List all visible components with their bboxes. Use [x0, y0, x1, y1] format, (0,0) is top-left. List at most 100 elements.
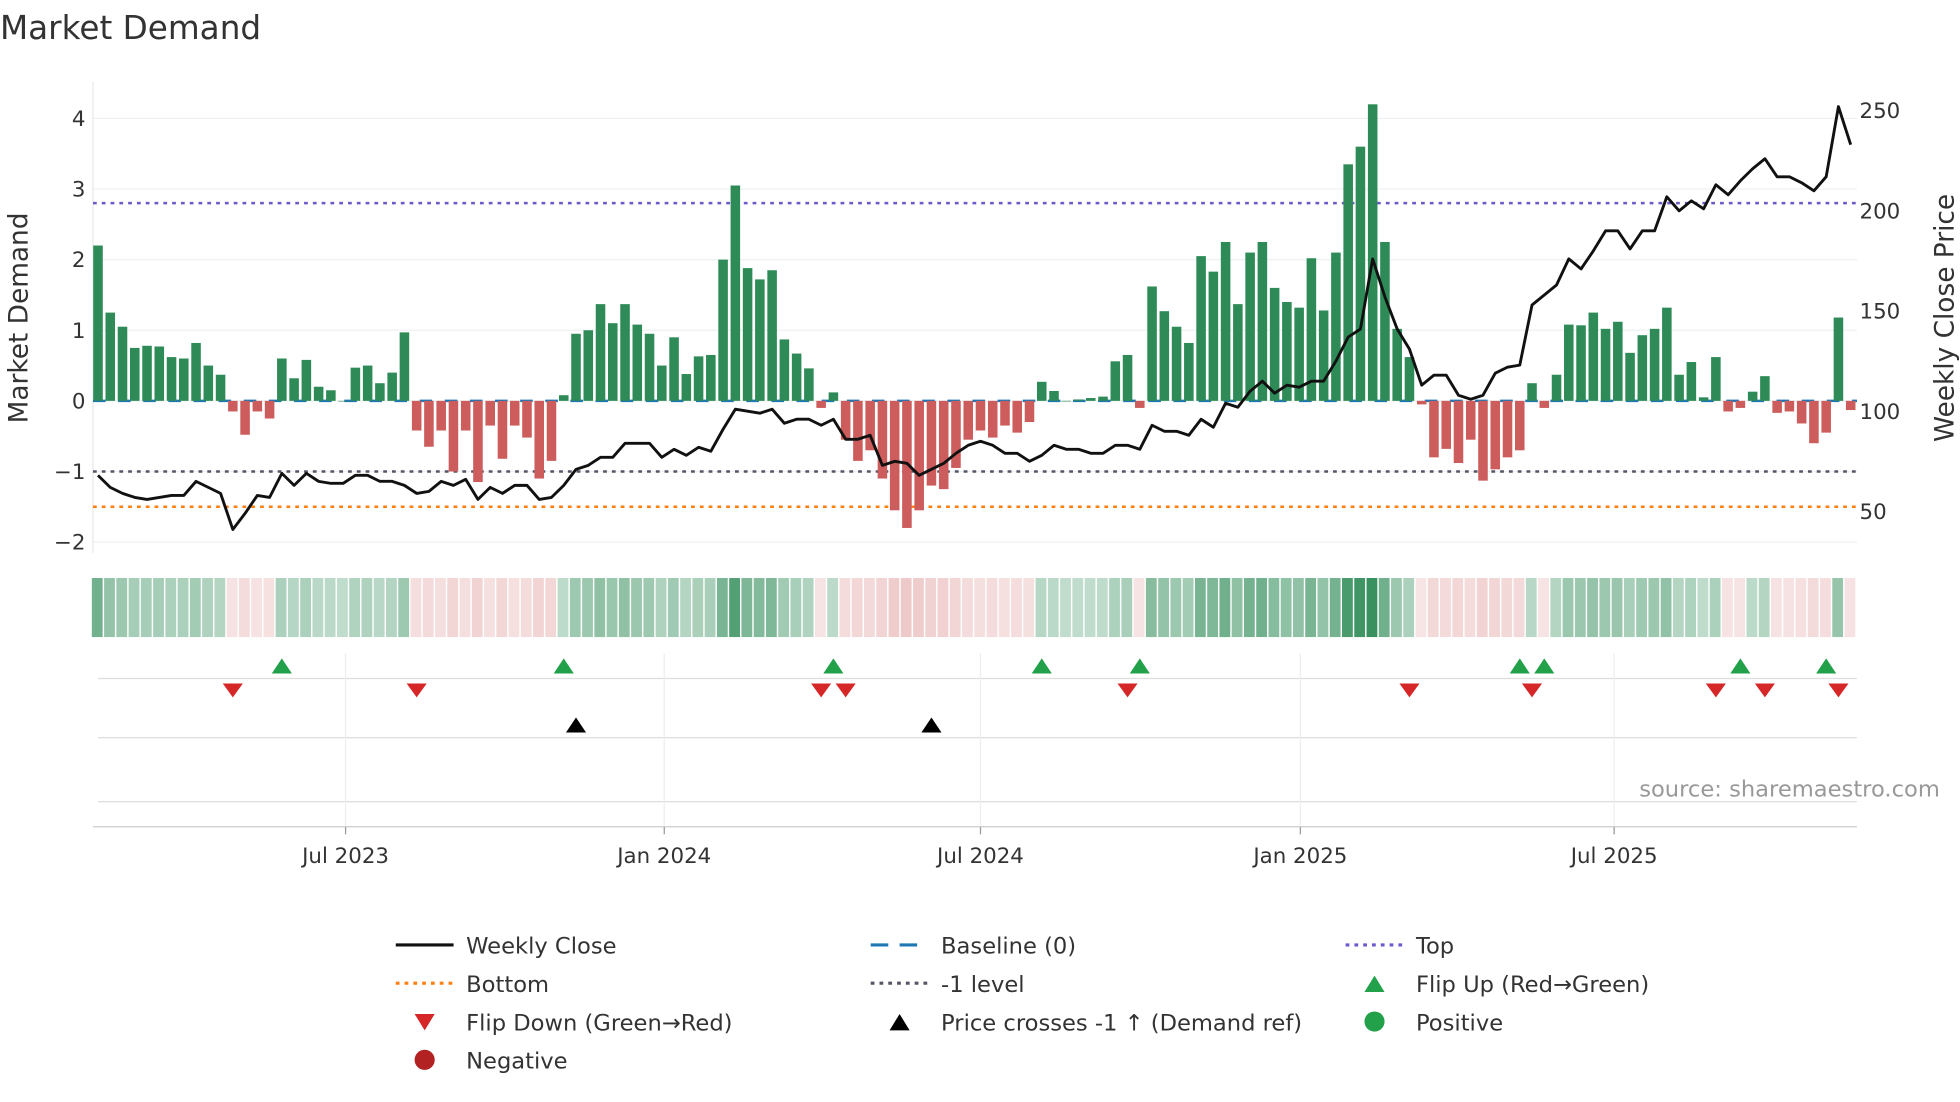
strip-cell	[1574, 578, 1586, 638]
y2-tick-label: 200	[1859, 199, 1900, 224]
triangle-up-icon	[1364, 975, 1385, 992]
demand-bar	[375, 383, 385, 401]
demand-bar	[1649, 328, 1660, 401]
strip-cell	[398, 578, 410, 638]
strip-cell	[1844, 578, 1856, 638]
demand-bar	[424, 400, 434, 447]
demand-bar	[1159, 311, 1170, 401]
triangle-up-icon	[889, 1013, 910, 1031]
legend-item-weekly-close: Weekly Close	[395, 934, 617, 960]
demand-bar	[215, 374, 226, 401]
strip-cell	[864, 578, 875, 638]
price-cross-marker	[565, 717, 587, 733]
strip-cell	[447, 578, 459, 638]
strip-cell	[287, 578, 299, 638]
demand-bar	[117, 326, 128, 401]
strip-cell	[251, 578, 262, 638]
demand-bar	[1220, 241, 1231, 401]
demand-bar	[889, 400, 900, 511]
demand-bar	[1367, 104, 1378, 401]
demand-bar	[1135, 400, 1145, 408]
flip-up-marker	[1816, 658, 1837, 674]
strip-cell	[827, 578, 839, 638]
demand-bar	[791, 353, 802, 401]
demand-bar	[1551, 374, 1562, 401]
strip-cell	[1599, 578, 1611, 638]
legend-item-negative: Negative	[414, 1049, 568, 1075]
demand-bar	[1723, 400, 1733, 412]
strip-cell	[177, 578, 189, 638]
flip-down-marker	[811, 683, 832, 698]
x-tick-label: Jan 2024	[615, 844, 711, 869]
legend-label: -1 level	[941, 972, 1025, 998]
legend-item-baseline-0: Baseline (0)	[870, 934, 1076, 960]
demand-bar	[313, 386, 324, 401]
strip-cell	[508, 578, 520, 638]
strip-cell	[386, 578, 397, 638]
flip-up-marker	[553, 658, 574, 674]
demand-bar	[620, 304, 630, 401]
demand-bar	[816, 400, 826, 408]
demand-bar	[1086, 398, 1096, 401]
demand-bar	[1772, 400, 1782, 413]
strip-cell	[925, 578, 937, 638]
demand-bar	[853, 400, 863, 461]
strip-cell	[1709, 578, 1721, 638]
y2-tick-label: 150	[1859, 300, 1900, 325]
strip-cell	[1550, 578, 1562, 638]
demand-bar	[1796, 400, 1807, 424]
strip-cell	[1268, 578, 1280, 638]
legend: Weekly Close Baseline (0) Top Bottom -1 leve…	[395, 934, 1649, 1075]
demand-bar	[742, 268, 753, 401]
strip-cell	[1807, 578, 1819, 638]
demand-bar	[191, 342, 201, 401]
demand-bar	[546, 400, 557, 461]
strip-cell	[1207, 578, 1218, 638]
demand-bar	[522, 400, 532, 438]
strip-cell	[1832, 578, 1844, 638]
flip-up-marker	[271, 658, 292, 674]
flip-up-marker	[1129, 658, 1150, 674]
flip-up-marker	[1031, 658, 1052, 674]
demand-bar	[166, 357, 177, 401]
demand-bar	[179, 358, 189, 401]
legend-label: Flip Up (Red→Green)	[1416, 972, 1649, 998]
demand-bar	[877, 400, 888, 479]
demand-bar	[326, 390, 336, 401]
demand-bar	[804, 368, 814, 401]
y-tick-label: 2	[72, 248, 86, 273]
strip-cell	[324, 578, 336, 638]
strip-cell	[128, 578, 140, 638]
strip-cell	[1158, 578, 1169, 638]
demand-bar	[1514, 400, 1525, 451]
demand-bar	[350, 367, 361, 401]
strip-cell	[1452, 578, 1464, 638]
strip-cell	[1611, 578, 1623, 638]
demand-bar	[387, 372, 397, 401]
legend-item-bottom: Bottom	[395, 972, 549, 998]
strip-cell	[1783, 578, 1795, 638]
flip-down-marker	[406, 683, 427, 698]
demand-bar	[1392, 328, 1402, 401]
demand-bar	[1502, 400, 1513, 458]
demand-bar	[203, 365, 214, 401]
demand-bar	[264, 400, 275, 419]
demand-bar	[1613, 321, 1623, 401]
demand-bar	[767, 270, 777, 401]
strip-cell	[1060, 578, 1071, 638]
demand-bar	[1257, 241, 1268, 401]
dot-icon	[1364, 1011, 1385, 1032]
price-cross-marker	[921, 717, 942, 733]
strip-cell	[422, 578, 434, 638]
demand-bar	[1686, 362, 1697, 401]
demand-bar	[1539, 400, 1550, 408]
flip-up-marker	[823, 658, 844, 674]
strip-cell	[1292, 578, 1304, 638]
strip-cell	[1525, 578, 1537, 638]
strip-cell	[1770, 578, 1782, 638]
strip-cell	[1047, 578, 1059, 638]
strip-cell	[1378, 578, 1390, 638]
flip-up-marker	[1509, 658, 1530, 674]
demand-bar	[1600, 328, 1611, 401]
